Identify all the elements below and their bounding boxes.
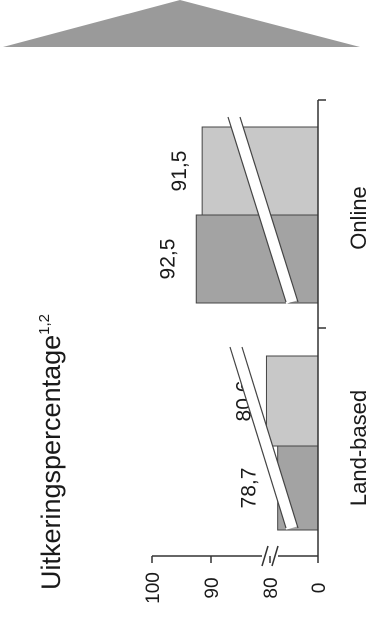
data-label: 92,5	[156, 239, 179, 280]
axis-break-line	[239, 116, 299, 303]
header-triangle	[3, 0, 360, 47]
value-tick-label: 80	[261, 577, 282, 598]
value-tick-label: 100	[143, 572, 164, 604]
chart-title-text: Uitkeringspercentage	[36, 335, 66, 590]
value-axis-break-mark	[271, 545, 279, 567]
axis-break-line	[227, 116, 287, 303]
value-tick-label: 0	[309, 583, 330, 594]
category-labels: Land-based Online	[346, 186, 368, 506]
axis-break-band	[230, 345, 298, 530]
bar	[265, 355, 319, 447]
axis-break-line	[229, 346, 287, 529]
bars-group: 78,780,692,591,5	[156, 115, 319, 531]
data-label: 78,7	[238, 468, 261, 509]
category-label: Land-based	[346, 390, 368, 506]
chart-title-superscript: 1,2	[36, 314, 53, 335]
value-axis-break-mark	[261, 545, 269, 567]
value-axis: 0 80 90 100	[143, 99, 330, 604]
data-label: 91,5	[168, 151, 191, 192]
bar	[195, 214, 319, 304]
category-label: Online	[346, 186, 368, 250]
axis-break-band	[228, 115, 298, 304]
chart-title: Uitkeringspercentage1,2	[36, 314, 66, 590]
value-tick-label: 90	[202, 577, 223, 598]
axis-break-line	[241, 346, 299, 529]
